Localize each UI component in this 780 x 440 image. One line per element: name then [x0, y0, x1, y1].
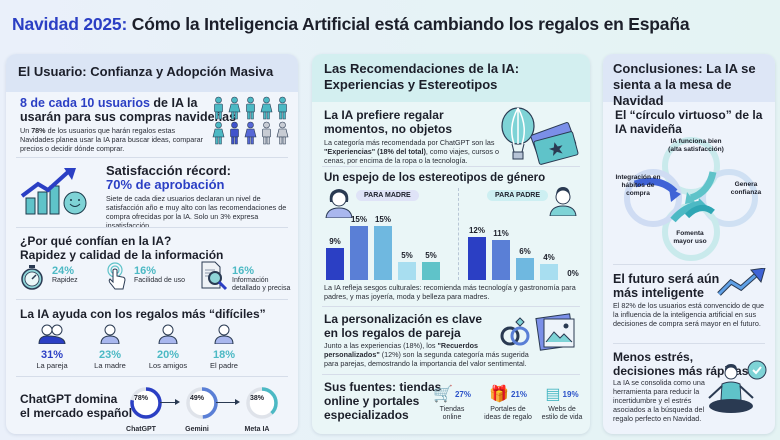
difficult-title: La IA ayuda con los regalos más “difícil… — [20, 307, 266, 321]
panel-heading: Conclusiones: La IA se sienta a la mesa d… — [603, 54, 775, 108]
trend-up-icon — [717, 268, 766, 296]
personalization-body: Junto a las experiencias (18%), los "Rec… — [324, 341, 529, 368]
couple-icon — [38, 324, 66, 345]
mother-avatar-icon — [325, 189, 353, 218]
stress-title: Menos estrés, decisiones más rápidas — [613, 350, 749, 378]
growth-chart-icon — [20, 168, 87, 215]
satisfaction-title: Satisfacción récord: — [106, 163, 231, 178]
father-avatar-icon — [549, 187, 577, 216]
web-icon: ▤ — [545, 386, 561, 403]
virtuous-cycle-diagram — [624, 137, 758, 261]
personalization-title: La personalización es clave en los regalo… — [324, 312, 483, 340]
rings-photo-icon — [500, 313, 575, 351]
friends-icon — [158, 324, 178, 345]
page-title: Navidad 2025: Cómo la Inteligencia Artif… — [12, 14, 690, 34]
bar — [398, 262, 416, 280]
mother-bar-chart: 9% 15% 15% 5% 5% — [326, 204, 450, 280]
cycle-step-2: Genera confianza — [730, 181, 762, 196]
bar-value: 0% — [567, 269, 579, 278]
person-icon — [259, 96, 274, 120]
gift-recipient-2: 20% Los amigos — [140, 324, 196, 370]
people-pictogram — [211, 96, 289, 145]
father-icon — [214, 324, 234, 345]
bar-value: 12% — [468, 225, 485, 235]
father-tag: PARA PADRE — [487, 190, 548, 201]
market-share-1: 49% Gemini — [180, 386, 224, 433]
mother-tag: PARA MADRE — [356, 190, 419, 201]
person-icon — [275, 121, 290, 145]
arrow-icon — [216, 399, 240, 405]
cycle-step-4: Integración en hábitos de compra — [615, 174, 661, 197]
future-title: El futuro será aún más inteligente — [613, 272, 720, 300]
panel-recommendations: Las Recomendaciones de la IA: Experiencia… — [312, 54, 590, 434]
bar — [374, 226, 392, 280]
person-icon — [275, 96, 290, 120]
panel-conclusions: Conclusiones: La IA se sienta a la mesa d… — [603, 54, 775, 434]
source-1: 🎁 21% Portales de ideas de regalo — [484, 386, 532, 422]
source-2: ▤ 19% Webs de estilo de vida — [541, 386, 583, 422]
bar-value: 6% — [519, 247, 531, 257]
satisfaction-value: 70% de aprobación — [106, 177, 225, 192]
bar — [350, 226, 368, 280]
stress-body: La IA se consolida como una herramienta … — [613, 378, 705, 423]
satisfaction-body: Siete de cada diez usuarios declaran un … — [106, 194, 287, 230]
bar-value: 15% — [350, 215, 367, 224]
source-0: 🛒 27% Tiendas online — [433, 386, 471, 422]
person-icon — [259, 121, 274, 145]
market-title: ChatGPT domina el mercado español — [20, 392, 133, 420]
market-share-0: 78% ChatGPT — [124, 386, 168, 433]
stopwatch-icon — [21, 265, 43, 290]
person-icon — [227, 121, 242, 145]
gender-caption: La IA refleja sesgos culturales: recomie… — [324, 283, 576, 301]
market-share-2: 38% Meta IA — [240, 386, 284, 433]
father-bar-chart: 12% 11% 6% 4% 0% — [468, 204, 586, 280]
bar-value: 11% — [493, 229, 509, 239]
adoption-heading: 8 de cada 10 usuarios de IA la usarán pa… — [20, 96, 237, 124]
trust-item-ease: 16% Facilidad de uso — [134, 265, 185, 285]
bar — [516, 258, 534, 280]
future-body: El 82% de los usuarios está convencido d… — [613, 301, 765, 328]
experiences-body: La categoría más recomendada por ChatGPT… — [324, 138, 499, 165]
cycle-step-1: IA funciona bien (alta satisfacción) — [668, 138, 724, 153]
gift-recipient-1: 23% La madre — [82, 324, 138, 370]
panel-heading: Las Recomendaciones de la IA: Experiencia… — [312, 54, 590, 102]
bar-value: 4% — [543, 253, 555, 262]
gift-icon: 🎁 — [489, 386, 509, 403]
panel-heading: El Usuario: Confianza y Adopción Masiva — [6, 54, 298, 92]
bar-value: 5% — [425, 251, 437, 260]
bar-value: 9% — [329, 236, 341, 246]
person-icon — [211, 121, 226, 145]
arrow-icon — [160, 399, 180, 405]
trust-item-info: 16% Información detallado y precisa — [232, 265, 291, 293]
bar — [492, 240, 510, 280]
meditation-icon — [708, 360, 767, 413]
bar-value: 5% — [401, 251, 413, 260]
sources-title: Sus fuentes: tiendas online y portales esp… — [324, 380, 442, 422]
touch-icon — [107, 262, 126, 290]
person-icon — [227, 96, 242, 120]
gift-recipient-0: 31% La pareja — [24, 324, 80, 370]
cart-icon: 🛒 — [433, 386, 453, 403]
person-icon — [243, 121, 258, 145]
balloon-ticket-icon — [501, 107, 579, 165]
bar-value: 15% — [374, 215, 391, 224]
mother-icon — [100, 324, 120, 345]
document-search-icon — [201, 261, 228, 291]
gift-recipient-3: 18% El padre — [196, 324, 252, 370]
experiences-title: La IA prefiere regalar momentos, no objet… — [324, 108, 453, 136]
person-icon — [243, 96, 258, 120]
trust-item-speed: 24% Rapidez — [52, 265, 78, 285]
cycle-step-3: Fomenta mayor uso — [673, 230, 707, 245]
adoption-body: Un 78% de los usuarios que harán regalos… — [20, 126, 203, 153]
person-icon — [211, 96, 226, 120]
panel-user: El Usuario: Confianza y Adopción Masiva … — [6, 54, 298, 434]
trust-title: ¿Por qué confían en la IA? Rapidez y cali… — [20, 234, 224, 262]
cycle-title: El “círculo virtuoso” de la IA navideña — [615, 108, 763, 136]
bar — [326, 247, 344, 280]
bar — [422, 262, 440, 280]
bar — [540, 264, 558, 280]
bar — [468, 236, 486, 280]
gender-title: Un espejo de los estereotipos de género — [324, 172, 546, 184]
